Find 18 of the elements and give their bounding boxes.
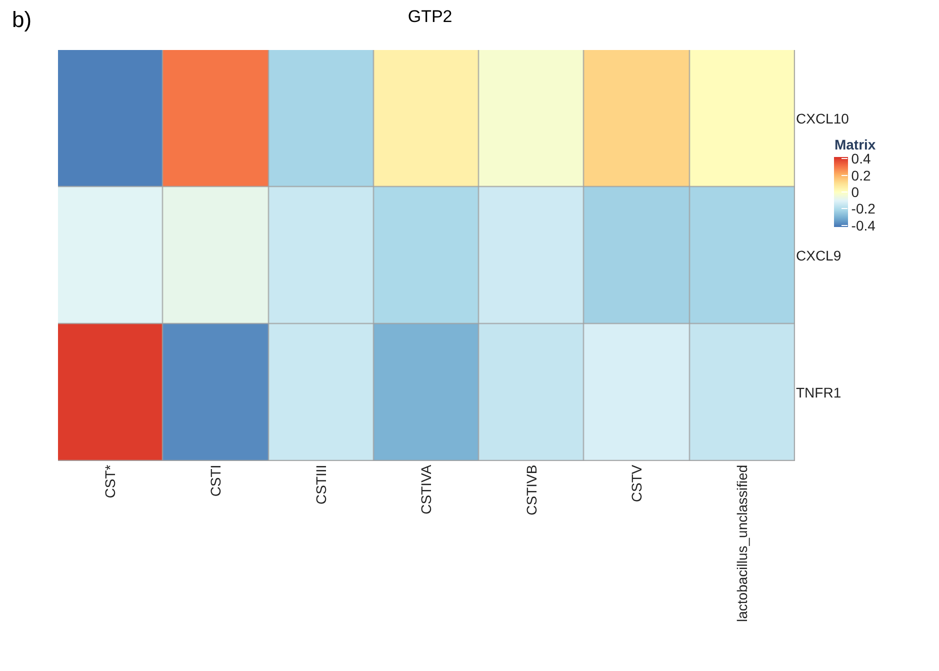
y-tick-label: TNFR1 bbox=[796, 384, 842, 400]
color-bar-title: Matrix bbox=[834, 136, 876, 153]
x-tick-label: CSTIVA bbox=[418, 464, 434, 514]
x-tick-label: CST* bbox=[102, 464, 118, 498]
x-tick-label: lactobacillus_unclassified bbox=[734, 464, 750, 622]
chart-title: GTP2 bbox=[408, 6, 452, 26]
x-tick-label: CSTV bbox=[628, 464, 645, 502]
color-bar-label: 0.4 bbox=[851, 150, 871, 167]
y-tick-label: CXCL10 bbox=[796, 110, 850, 126]
color-bar-label: 0.2 bbox=[851, 167, 871, 184]
color-bar-label: -0.2 bbox=[851, 200, 876, 217]
x-tick-label: CSTIVB bbox=[523, 464, 540, 516]
y-tick-label: CXCL9 bbox=[796, 247, 842, 264]
text: b) bbox=[12, 7, 32, 32]
color-bar-label: -0.4 bbox=[851, 217, 876, 234]
x-tick-label: CSTIII bbox=[312, 464, 329, 504]
x-tick-label: CSTI bbox=[207, 464, 224, 497]
color-bar-label: 0 bbox=[851, 184, 860, 200]
